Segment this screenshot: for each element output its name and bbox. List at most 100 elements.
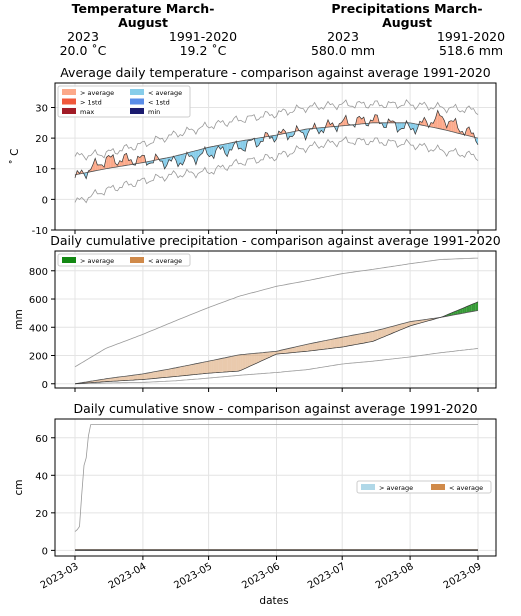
temperature-avg-label: 1991-2020 <box>168 29 238 44</box>
fill-segment <box>130 375 134 381</box>
fill-segment <box>155 371 158 379</box>
fill-segment <box>189 364 192 376</box>
temperature-year-value: 20.0 ˚C <box>59 43 107 58</box>
fill-segment <box>146 161 149 166</box>
fill-segment <box>475 137 478 145</box>
fill-segment <box>466 126 470 136</box>
fill-segment <box>451 120 454 133</box>
fill-segment <box>117 376 120 381</box>
fill-segment <box>289 347 293 353</box>
fill-segment <box>316 341 320 351</box>
temperature-summary: Temperature March-August 2023 1991-2020 … <box>48 2 238 58</box>
legend-swatch <box>130 98 144 105</box>
fill-segment <box>204 361 208 374</box>
fill-segment <box>202 361 205 374</box>
fill-segment <box>209 146 212 157</box>
fill-segment <box>240 140 243 151</box>
fill-segment <box>231 355 234 372</box>
fill-segment <box>471 132 474 138</box>
fill-segment <box>225 143 228 157</box>
chart-legend: > average < average <box>356 480 492 494</box>
fill-segment <box>189 151 192 157</box>
fill-segment <box>375 114 378 123</box>
y-tick-label: 0 <box>42 546 48 557</box>
fill-segment <box>216 359 219 373</box>
fill-segment <box>133 374 136 381</box>
fill-segment <box>457 309 461 315</box>
fill-segment <box>415 123 418 134</box>
fill-segment <box>247 353 250 368</box>
fill-segment <box>327 339 331 349</box>
x-tick-label: 2023-06 <box>240 561 282 591</box>
fill-segment <box>265 352 268 360</box>
fill-segment <box>99 164 102 170</box>
fill-segment <box>263 352 266 361</box>
fill-segment <box>245 354 248 369</box>
fill-segment <box>383 122 387 128</box>
y-tick-label: 400 <box>29 323 48 334</box>
fill-segment <box>108 155 111 169</box>
fill-segment <box>330 122 333 127</box>
upper-bound-line <box>74 99 479 161</box>
fill-segment <box>413 320 416 326</box>
x-tick-label: 2023-04 <box>107 561 149 591</box>
fill-segment <box>332 338 335 349</box>
y-tick-label: 10 <box>35 165 48 176</box>
legend-swatch <box>130 108 144 114</box>
fill-segment <box>157 370 161 379</box>
fill-segment <box>433 118 436 128</box>
fill-segment <box>256 352 259 364</box>
fill-segment <box>397 122 400 133</box>
fill-segment <box>106 378 109 382</box>
fill-segment <box>238 140 241 150</box>
fill-segment <box>372 330 376 342</box>
fill-segment <box>101 164 105 170</box>
chart-panel-1: Average daily temperature - comparison a… <box>9 65 497 237</box>
legend-label: < average <box>148 257 182 265</box>
fill-segment <box>124 376 127 381</box>
fill-segment <box>305 128 308 140</box>
fill-segment <box>359 116 362 125</box>
fill-segment <box>213 359 217 373</box>
fill-segment <box>319 341 322 350</box>
chart-panel-2: Daily cumulative precipitation - compari… <box>13 233 501 392</box>
fill-segment <box>137 156 140 164</box>
fill-segment <box>115 163 118 168</box>
fill-segment <box>137 374 140 380</box>
chart-panel-3: Daily cumulative snow - comparison again… <box>13 401 497 560</box>
fill-segment <box>325 340 328 350</box>
legend-swatch <box>361 484 375 490</box>
fill-segment <box>162 369 165 378</box>
fill-segment <box>406 322 409 328</box>
fill-segment <box>321 127 324 133</box>
fill-segment <box>128 159 131 165</box>
chart-title: Daily cumulative precipitation - compari… <box>50 233 501 248</box>
fill-segment <box>124 153 127 166</box>
fill-segment <box>464 306 467 313</box>
fill-segment <box>323 340 326 350</box>
fill-segment <box>106 155 109 169</box>
legend-swatch <box>130 257 144 263</box>
fill-segment <box>171 368 174 377</box>
fill-segment <box>283 129 286 134</box>
fill-segment <box>379 329 382 339</box>
fill-segment <box>191 364 194 375</box>
x-tick-label: 2023-05 <box>172 561 214 591</box>
fill-segment <box>466 305 470 313</box>
precipitation-summary-title: Precipitations March-August <box>331 1 483 30</box>
fill-segment <box>110 377 114 382</box>
chart-title: Average daily temperature - comparison a… <box>60 65 491 80</box>
fill-segment <box>453 118 456 133</box>
fill-segment <box>314 342 317 351</box>
fill-segment <box>113 377 116 382</box>
fill-segment <box>401 323 405 330</box>
fill-segment <box>417 320 420 324</box>
fill-segment <box>410 321 414 326</box>
fill-segment <box>278 350 281 354</box>
precipitation-avg-value: 518.6 mm <box>438 43 504 58</box>
fill-segment <box>354 334 358 345</box>
fill-segment <box>180 154 183 166</box>
fill-segment <box>334 338 337 348</box>
fill-segment <box>475 301 478 311</box>
